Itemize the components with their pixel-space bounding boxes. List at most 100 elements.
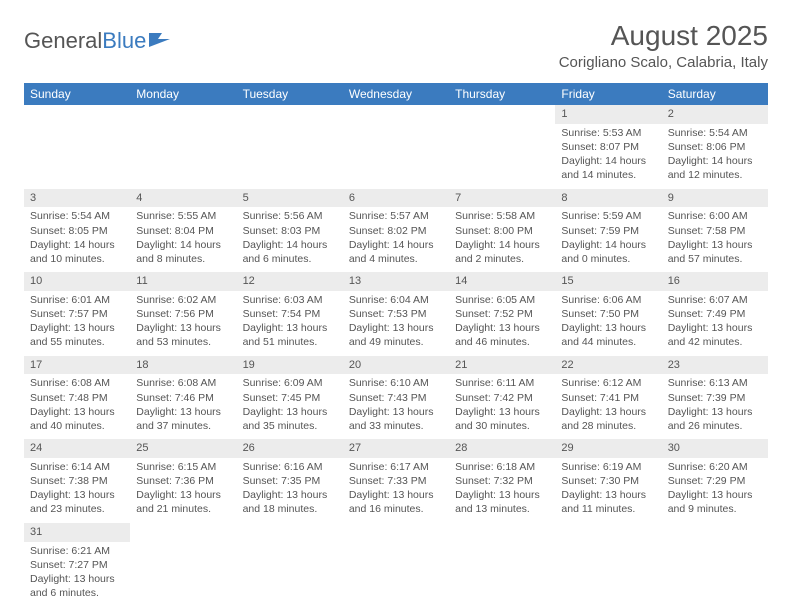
sunrise-text: Sunrise: 6:01 AM xyxy=(30,293,124,307)
sunset-text: Sunset: 7:38 PM xyxy=(30,474,124,488)
daylight-text-2: and 14 minutes. xyxy=(561,168,655,182)
sunrise-text: Sunrise: 6:00 AM xyxy=(668,209,762,223)
calendar-day-cell xyxy=(343,523,449,607)
weekday-header: Wednesday xyxy=(343,83,449,105)
sunrise-text: Sunrise: 6:15 AM xyxy=(136,460,230,474)
sunrise-text: Sunrise: 6:21 AM xyxy=(30,544,124,558)
daylight-text-1: Daylight: 13 hours xyxy=(455,321,549,335)
daylight-text-2: and 35 minutes. xyxy=(243,419,337,433)
sunrise-text: Sunrise: 5:58 AM xyxy=(455,209,549,223)
sunset-text: Sunset: 8:05 PM xyxy=(30,224,124,238)
header: GeneralBlue August 2025 Corigliano Scalo… xyxy=(24,20,768,71)
sunset-text: Sunset: 7:58 PM xyxy=(668,224,762,238)
day-number: 20 xyxy=(343,356,449,375)
daylight-text-2: and 42 minutes. xyxy=(668,335,762,349)
daylight-text-1: Daylight: 13 hours xyxy=(349,405,443,419)
calendar-day-cell: 30Sunrise: 6:20 AMSunset: 7:29 PMDayligh… xyxy=(662,439,768,523)
sunrise-text: Sunrise: 6:17 AM xyxy=(349,460,443,474)
day-body: Sunrise: 6:06 AMSunset: 7:50 PMDaylight:… xyxy=(555,291,661,356)
calendar-week-row: 31Sunrise: 6:21 AMSunset: 7:27 PMDayligh… xyxy=(24,523,768,607)
day-body: Sunrise: 5:54 AMSunset: 8:06 PMDaylight:… xyxy=(662,124,768,189)
day-body: Sunrise: 6:13 AMSunset: 7:39 PMDaylight:… xyxy=(662,374,768,439)
sunset-text: Sunset: 7:50 PM xyxy=(561,307,655,321)
daylight-text-2: and 18 minutes. xyxy=(243,502,337,516)
daylight-text-1: Daylight: 14 hours xyxy=(349,238,443,252)
calendar-day-cell xyxy=(24,105,130,189)
day-body: Sunrise: 6:08 AMSunset: 7:46 PMDaylight:… xyxy=(130,374,236,439)
sunrise-text: Sunrise: 5:59 AM xyxy=(561,209,655,223)
sunset-text: Sunset: 7:35 PM xyxy=(243,474,337,488)
calendar-day-cell xyxy=(449,105,555,189)
daylight-text-2: and 13 minutes. xyxy=(455,502,549,516)
day-body: Sunrise: 6:15 AMSunset: 7:36 PMDaylight:… xyxy=(130,458,236,523)
sunset-text: Sunset: 7:57 PM xyxy=(30,307,124,321)
daylight-text-2: and 33 minutes. xyxy=(349,419,443,433)
daylight-text-1: Daylight: 13 hours xyxy=(561,405,655,419)
sunrise-text: Sunrise: 5:56 AM xyxy=(243,209,337,223)
calendar-day-cell: 23Sunrise: 6:13 AMSunset: 7:39 PMDayligh… xyxy=(662,356,768,440)
sunset-text: Sunset: 7:49 PM xyxy=(668,307,762,321)
title-block: August 2025 Corigliano Scalo, Calabria, … xyxy=(559,20,768,71)
day-body: Sunrise: 6:01 AMSunset: 7:57 PMDaylight:… xyxy=(24,291,130,356)
calendar-week-row: 17Sunrise: 6:08 AMSunset: 7:48 PMDayligh… xyxy=(24,356,768,440)
day-number: 21 xyxy=(449,356,555,375)
calendar-day-cell xyxy=(555,523,661,607)
sunrise-text: Sunrise: 6:09 AM xyxy=(243,376,337,390)
sunrise-text: Sunrise: 6:02 AM xyxy=(136,293,230,307)
day-body: Sunrise: 6:05 AMSunset: 7:52 PMDaylight:… xyxy=(449,291,555,356)
daylight-text-2: and 6 minutes. xyxy=(30,586,124,600)
logo-text-2: Blue xyxy=(102,28,146,54)
calendar-week-row: 3Sunrise: 5:54 AMSunset: 8:05 PMDaylight… xyxy=(24,189,768,273)
sunset-text: Sunset: 7:56 PM xyxy=(136,307,230,321)
calendar-day-cell xyxy=(237,523,343,607)
daylight-text-1: Daylight: 14 hours xyxy=(561,154,655,168)
day-number: 14 xyxy=(449,272,555,291)
calendar-day-cell xyxy=(449,523,555,607)
daylight-text-2: and 53 minutes. xyxy=(136,335,230,349)
daylight-text-1: Daylight: 13 hours xyxy=(136,321,230,335)
daylight-text-2: and 2 minutes. xyxy=(455,252,549,266)
weekday-header: Saturday xyxy=(662,83,768,105)
day-body: Sunrise: 6:04 AMSunset: 7:53 PMDaylight:… xyxy=(343,291,449,356)
calendar-day-cell: 26Sunrise: 6:16 AMSunset: 7:35 PMDayligh… xyxy=(237,439,343,523)
calendar-day-cell: 19Sunrise: 6:09 AMSunset: 7:45 PMDayligh… xyxy=(237,356,343,440)
daylight-text-2: and 10 minutes. xyxy=(30,252,124,266)
day-body: Sunrise: 6:11 AMSunset: 7:42 PMDaylight:… xyxy=(449,374,555,439)
day-number: 15 xyxy=(555,272,661,291)
day-body: Sunrise: 5:57 AMSunset: 8:02 PMDaylight:… xyxy=(343,207,449,272)
calendar-day-cell: 18Sunrise: 6:08 AMSunset: 7:46 PMDayligh… xyxy=(130,356,236,440)
daylight-text-1: Daylight: 13 hours xyxy=(30,321,124,335)
calendar-day-cell xyxy=(662,523,768,607)
daylight-text-2: and 23 minutes. xyxy=(30,502,124,516)
weekday-header: Friday xyxy=(555,83,661,105)
calendar-day-cell: 29Sunrise: 6:19 AMSunset: 7:30 PMDayligh… xyxy=(555,439,661,523)
sunset-text: Sunset: 7:32 PM xyxy=(455,474,549,488)
calendar-day-cell: 14Sunrise: 6:05 AMSunset: 7:52 PMDayligh… xyxy=(449,272,555,356)
daylight-text-2: and 55 minutes. xyxy=(30,335,124,349)
sunrise-text: Sunrise: 6:20 AM xyxy=(668,460,762,474)
daylight-text-1: Daylight: 13 hours xyxy=(668,405,762,419)
day-body: Sunrise: 6:21 AMSunset: 7:27 PMDaylight:… xyxy=(24,542,130,607)
day-number: 18 xyxy=(130,356,236,375)
daylight-text-1: Daylight: 13 hours xyxy=(30,488,124,502)
sunset-text: Sunset: 7:36 PM xyxy=(136,474,230,488)
calendar-day-cell: 31Sunrise: 6:21 AMSunset: 7:27 PMDayligh… xyxy=(24,523,130,607)
calendar-day-cell: 6Sunrise: 5:57 AMSunset: 8:02 PMDaylight… xyxy=(343,189,449,273)
daylight-text-2: and 28 minutes. xyxy=(561,419,655,433)
day-number: 6 xyxy=(343,189,449,208)
day-number: 7 xyxy=(449,189,555,208)
calendar-day-cell: 20Sunrise: 6:10 AMSunset: 7:43 PMDayligh… xyxy=(343,356,449,440)
sunrise-text: Sunrise: 6:10 AM xyxy=(349,376,443,390)
sunrise-text: Sunrise: 5:54 AM xyxy=(30,209,124,223)
daylight-text-1: Daylight: 13 hours xyxy=(243,321,337,335)
daylight-text-1: Daylight: 13 hours xyxy=(136,405,230,419)
sunrise-text: Sunrise: 6:08 AM xyxy=(136,376,230,390)
calendar-day-cell: 22Sunrise: 6:12 AMSunset: 7:41 PMDayligh… xyxy=(555,356,661,440)
calendar-day-cell: 5Sunrise: 5:56 AMSunset: 8:03 PMDaylight… xyxy=(237,189,343,273)
day-number: 11 xyxy=(130,272,236,291)
sunset-text: Sunset: 8:00 PM xyxy=(455,224,549,238)
sunrise-text: Sunrise: 6:16 AM xyxy=(243,460,337,474)
daylight-text-2: and 57 minutes. xyxy=(668,252,762,266)
calendar-week-row: 10Sunrise: 6:01 AMSunset: 7:57 PMDayligh… xyxy=(24,272,768,356)
day-number: 5 xyxy=(237,189,343,208)
